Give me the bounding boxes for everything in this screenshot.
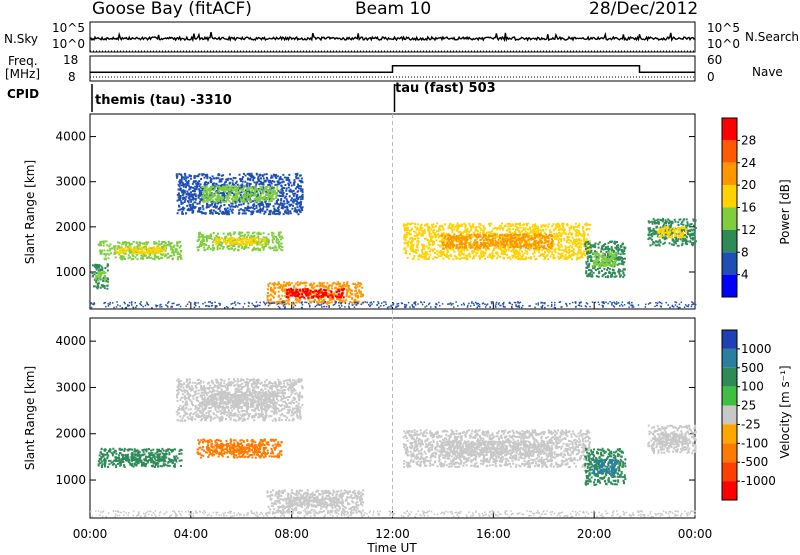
velocity-region-core-5 [592, 458, 619, 476]
velocity-near-range-scatter [90, 510, 696, 518]
power-ytick-label: 3000 [55, 175, 86, 189]
velocity-region-6 [647, 424, 697, 455]
cpid-mode-0: themis (tau) -3310 [95, 93, 232, 108]
date-title: 28/Dec/2012 [589, 0, 699, 19]
power-colorbar-cell [722, 252, 737, 275]
velocity-region-core-1 [214, 444, 266, 454]
xtick-label: 08:00 [274, 527, 309, 541]
velocity-colorbar-cell [722, 424, 737, 444]
power-region-core-2 [214, 236, 267, 246]
velocity-colorbar-cell [722, 330, 737, 349]
velocity-colorbar-cell [722, 348, 737, 368]
power-colorbar-tick-label: 16 [741, 201, 756, 215]
freq-label-line1: Freq. [8, 54, 38, 68]
power-colorbar-tick-label: 12 [741, 223, 756, 237]
velocity-region-core-0 [114, 453, 166, 463]
beam-title: Beam 10 [355, 0, 432, 19]
power-region-core-0 [115, 246, 167, 255]
xtick-label: 16:00 [476, 527, 511, 541]
power-colorbar-cell [722, 274, 737, 297]
xtick-label: 12:00 [375, 527, 410, 541]
xtick-label: 00:00 [678, 527, 713, 541]
power-region-core-7 [656, 226, 688, 239]
power-colorbar-cell [722, 185, 737, 208]
xaxis-label: Time UT [367, 541, 417, 555]
velocity-colorbar-tick-label: 500 [741, 361, 764, 375]
power-region-7 [647, 217, 697, 247]
velocity-colorbar-tick-label: -1000 [741, 474, 776, 488]
velocity-colorbar-cell [722, 386, 737, 406]
power-region-3 [175, 172, 304, 216]
velocity-region-5 [584, 447, 627, 486]
velocity-ytick-label: 4000 [55, 334, 86, 348]
freq-tick-bottom: 8 [68, 70, 76, 84]
power-colorbar-tick-label: 28 [741, 133, 756, 147]
velocity-colorbar-tick-label: 25 [741, 399, 756, 413]
nave-label: Nave [752, 65, 783, 79]
velocity-region-core-4 [440, 440, 554, 457]
power-colorbar-cell [722, 140, 737, 163]
power-region-core-4 [285, 287, 345, 299]
cpid-label: CPID [7, 87, 40, 101]
power-region-core-3 [200, 185, 279, 204]
freq-panel-frame [89, 55, 696, 82]
velocity-colorbar-cell [722, 367, 737, 387]
power-region-core-1 [94, 271, 107, 283]
power-colorbar-cell [722, 229, 737, 253]
xtick-label: 00:00 [73, 527, 108, 541]
freq-label-line2: [MHz] [5, 67, 41, 81]
power-ytick-label: 2000 [55, 220, 86, 234]
velocity-region-core-6 [656, 432, 688, 446]
velocity-region-core-3 [286, 496, 345, 508]
freq-tick-top: 18 [63, 53, 79, 67]
power-region-core-6 [592, 251, 618, 268]
velocity-ytick-label: 3000 [55, 380, 86, 394]
power-ytick-label: 4000 [55, 130, 86, 144]
power-region-4 [266, 281, 365, 306]
nsearch-tick-top: 10^5 [707, 21, 740, 35]
velocity-ytick-label: 2000 [55, 427, 86, 441]
velocity-region-3 [266, 489, 365, 515]
velocity-colorbar-tick-label: -25 [741, 417, 761, 431]
power-region-0 [97, 240, 183, 261]
nsky-tick-top: 10^5 [52, 21, 85, 35]
velocity-ytick-label: 1000 [55, 473, 86, 487]
noise-sky-trace [89, 31, 696, 43]
power-colorbar-tick-label: 8 [741, 245, 749, 259]
power-region-6 [584, 240, 627, 279]
xtick-label: 04:00 [174, 527, 209, 541]
power-region-core-5 [440, 233, 554, 250]
velocity-colorbar-tick-label: -500 [741, 455, 768, 469]
nave-tick-bottom: 0 [707, 70, 715, 84]
nsearch-tick-bottom: 10^0 [707, 37, 740, 51]
noise-panel-frame [89, 21, 696, 53]
nave-tick-top: 60 [707, 53, 723, 67]
power-colorbar-cell [722, 118, 737, 141]
velocity-colorbar-cell [722, 443, 737, 463]
velocity-colorbar-tick-label: -100 [741, 436, 768, 450]
power-colorbar-tick-label: 24 [741, 156, 756, 170]
xtick-label: 20:00 [577, 527, 612, 541]
power-ytick-label: 1000 [55, 265, 86, 279]
power-region-2 [196, 231, 284, 252]
velocity-colorbar-cell [722, 462, 737, 482]
nsky-tick-bottom: 10^0 [52, 37, 85, 51]
power-colorbar-tick-label: 4 [741, 268, 749, 282]
cpid-mode-1: tau (fast) 503 [395, 81, 496, 96]
velocity-region-core-2 [201, 390, 279, 410]
power-colorbar-cell [722, 162, 737, 186]
velocity-colorbar-tick-label: 100 [741, 380, 764, 394]
velocity-colorbar-frame [721, 329, 738, 501]
power-near-range-scatter [90, 301, 697, 309]
nsky-label: N.Sky [4, 32, 39, 46]
velocity-colorbar-cell [722, 481, 737, 500]
nsearch-label: N.Search [745, 30, 800, 44]
station-title: Goose Bay (fitACF) [92, 0, 252, 19]
velocity-colorbar-tick-label: 1000 [741, 342, 772, 356]
power-colorbar-tick-label: 20 [741, 178, 756, 192]
power-colorbar-cell [722, 207, 737, 230]
frequency-trace [90, 64, 695, 74]
velocity-colorbar-cell [722, 405, 737, 425]
